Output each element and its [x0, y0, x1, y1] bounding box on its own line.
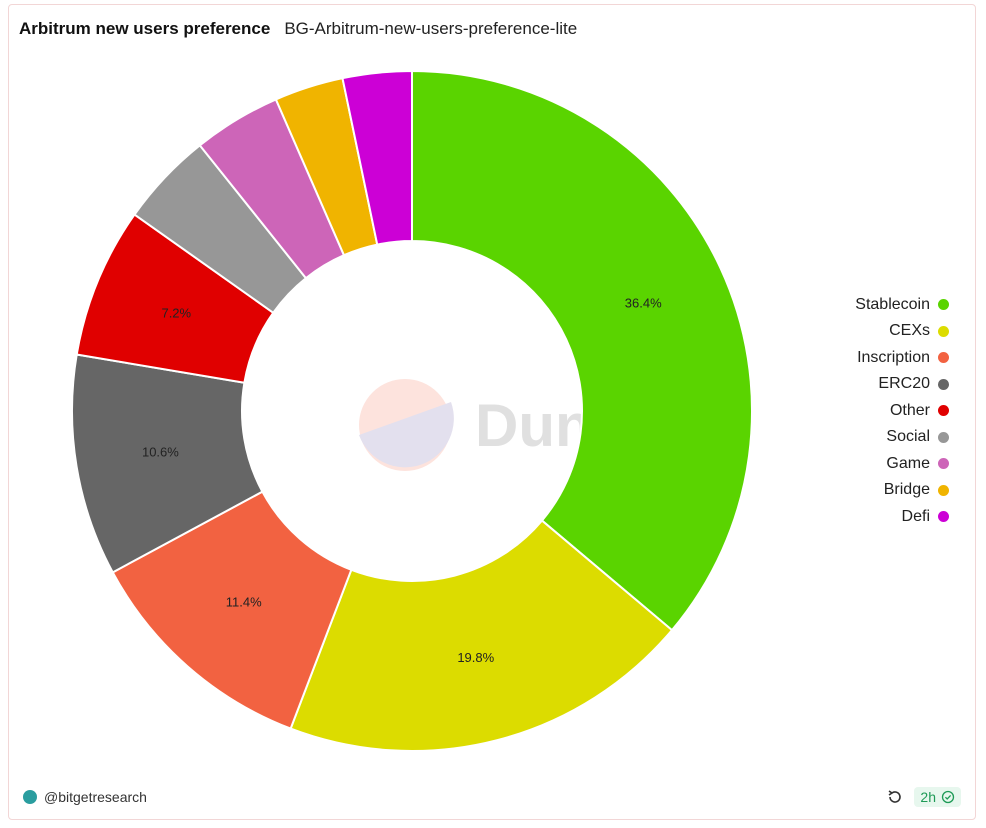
legend-label: Game: [886, 454, 930, 472]
age-text: 2h: [920, 789, 936, 805]
data-label-erc20: 10.6%: [142, 445, 179, 460]
legend-item-game[interactable]: Game: [886, 454, 949, 474]
author-info[interactable]: @bitgetresearch: [23, 789, 147, 805]
legend-label: CEXs: [889, 322, 930, 340]
legend-label: Other: [889, 401, 930, 419]
refresh-icon[interactable]: [886, 788, 904, 806]
legend-swatch: [938, 325, 949, 337]
legend-swatch: [938, 484, 949, 496]
legend-item-cexs[interactable]: CEXs: [889, 322, 949, 342]
legend-label: Social: [886, 428, 930, 446]
legend-item-stablecoin[interactable]: Stablecoin: [855, 295, 949, 315]
legend-swatch: [938, 352, 949, 364]
chart-subtitle: BG-Arbitrum-new-users-preference-lite: [284, 19, 578, 38]
legend-item-defi[interactable]: Defi: [902, 507, 949, 527]
legend-item-social[interactable]: Social: [886, 428, 949, 448]
legend-label: ERC20: [878, 375, 930, 393]
legend-item-bridge[interactable]: Bridge: [884, 481, 949, 501]
legend-label: Inscription: [857, 348, 930, 366]
legend-swatch: [938, 405, 949, 417]
legend-label: Defi: [901, 507, 930, 525]
legend-swatch: [938, 299, 949, 311]
chart-title[interactable]: Arbitrum new users preference: [19, 19, 271, 38]
chart-card: Arbitrum new users preference BG-Arbitru…: [8, 4, 976, 820]
data-label-stablecoin: 36.4%: [625, 295, 662, 310]
data-label-other: 7.2%: [161, 306, 191, 321]
legend-swatch: [938, 378, 949, 390]
legend-label: Bridge: [883, 481, 930, 499]
data-label-cexs: 19.8%: [457, 650, 494, 665]
legend-item-erc20[interactable]: ERC20: [878, 375, 949, 395]
slice-defi[interactable]: [341, 69, 413, 246]
age-badge[interactable]: 2h: [914, 787, 961, 807]
slice-stablecoin[interactable]: [411, 69, 753, 632]
author-handle[interactable]: @bitgetresearch: [44, 789, 147, 805]
legend: Stablecoin CEXs Inscription ERC20 Other Socia…: [855, 295, 949, 527]
legend-item-inscription[interactable]: Inscription: [857, 348, 949, 368]
legend-label: Stablecoin: [855, 295, 930, 313]
slice-cexs[interactable]: [289, 519, 674, 752]
legend-swatch: [938, 458, 949, 470]
refresh-controls: 2h: [886, 787, 961, 807]
data-label-inscription: 11.4%: [226, 595, 262, 610]
chart-header: Arbitrum new users preference BG-Arbitru…: [19, 19, 577, 39]
avatar: [23, 790, 37, 804]
donut-chart: Dune 36.4%19.8%11.4%10.6%7.2%: [71, 69, 753, 752]
legend-item-other[interactable]: Other: [890, 401, 949, 421]
legend-swatch: [938, 431, 949, 443]
legend-swatch: [938, 511, 949, 523]
check-circle-icon: [941, 790, 955, 804]
dune-logo-lower-half: [359, 402, 454, 468]
